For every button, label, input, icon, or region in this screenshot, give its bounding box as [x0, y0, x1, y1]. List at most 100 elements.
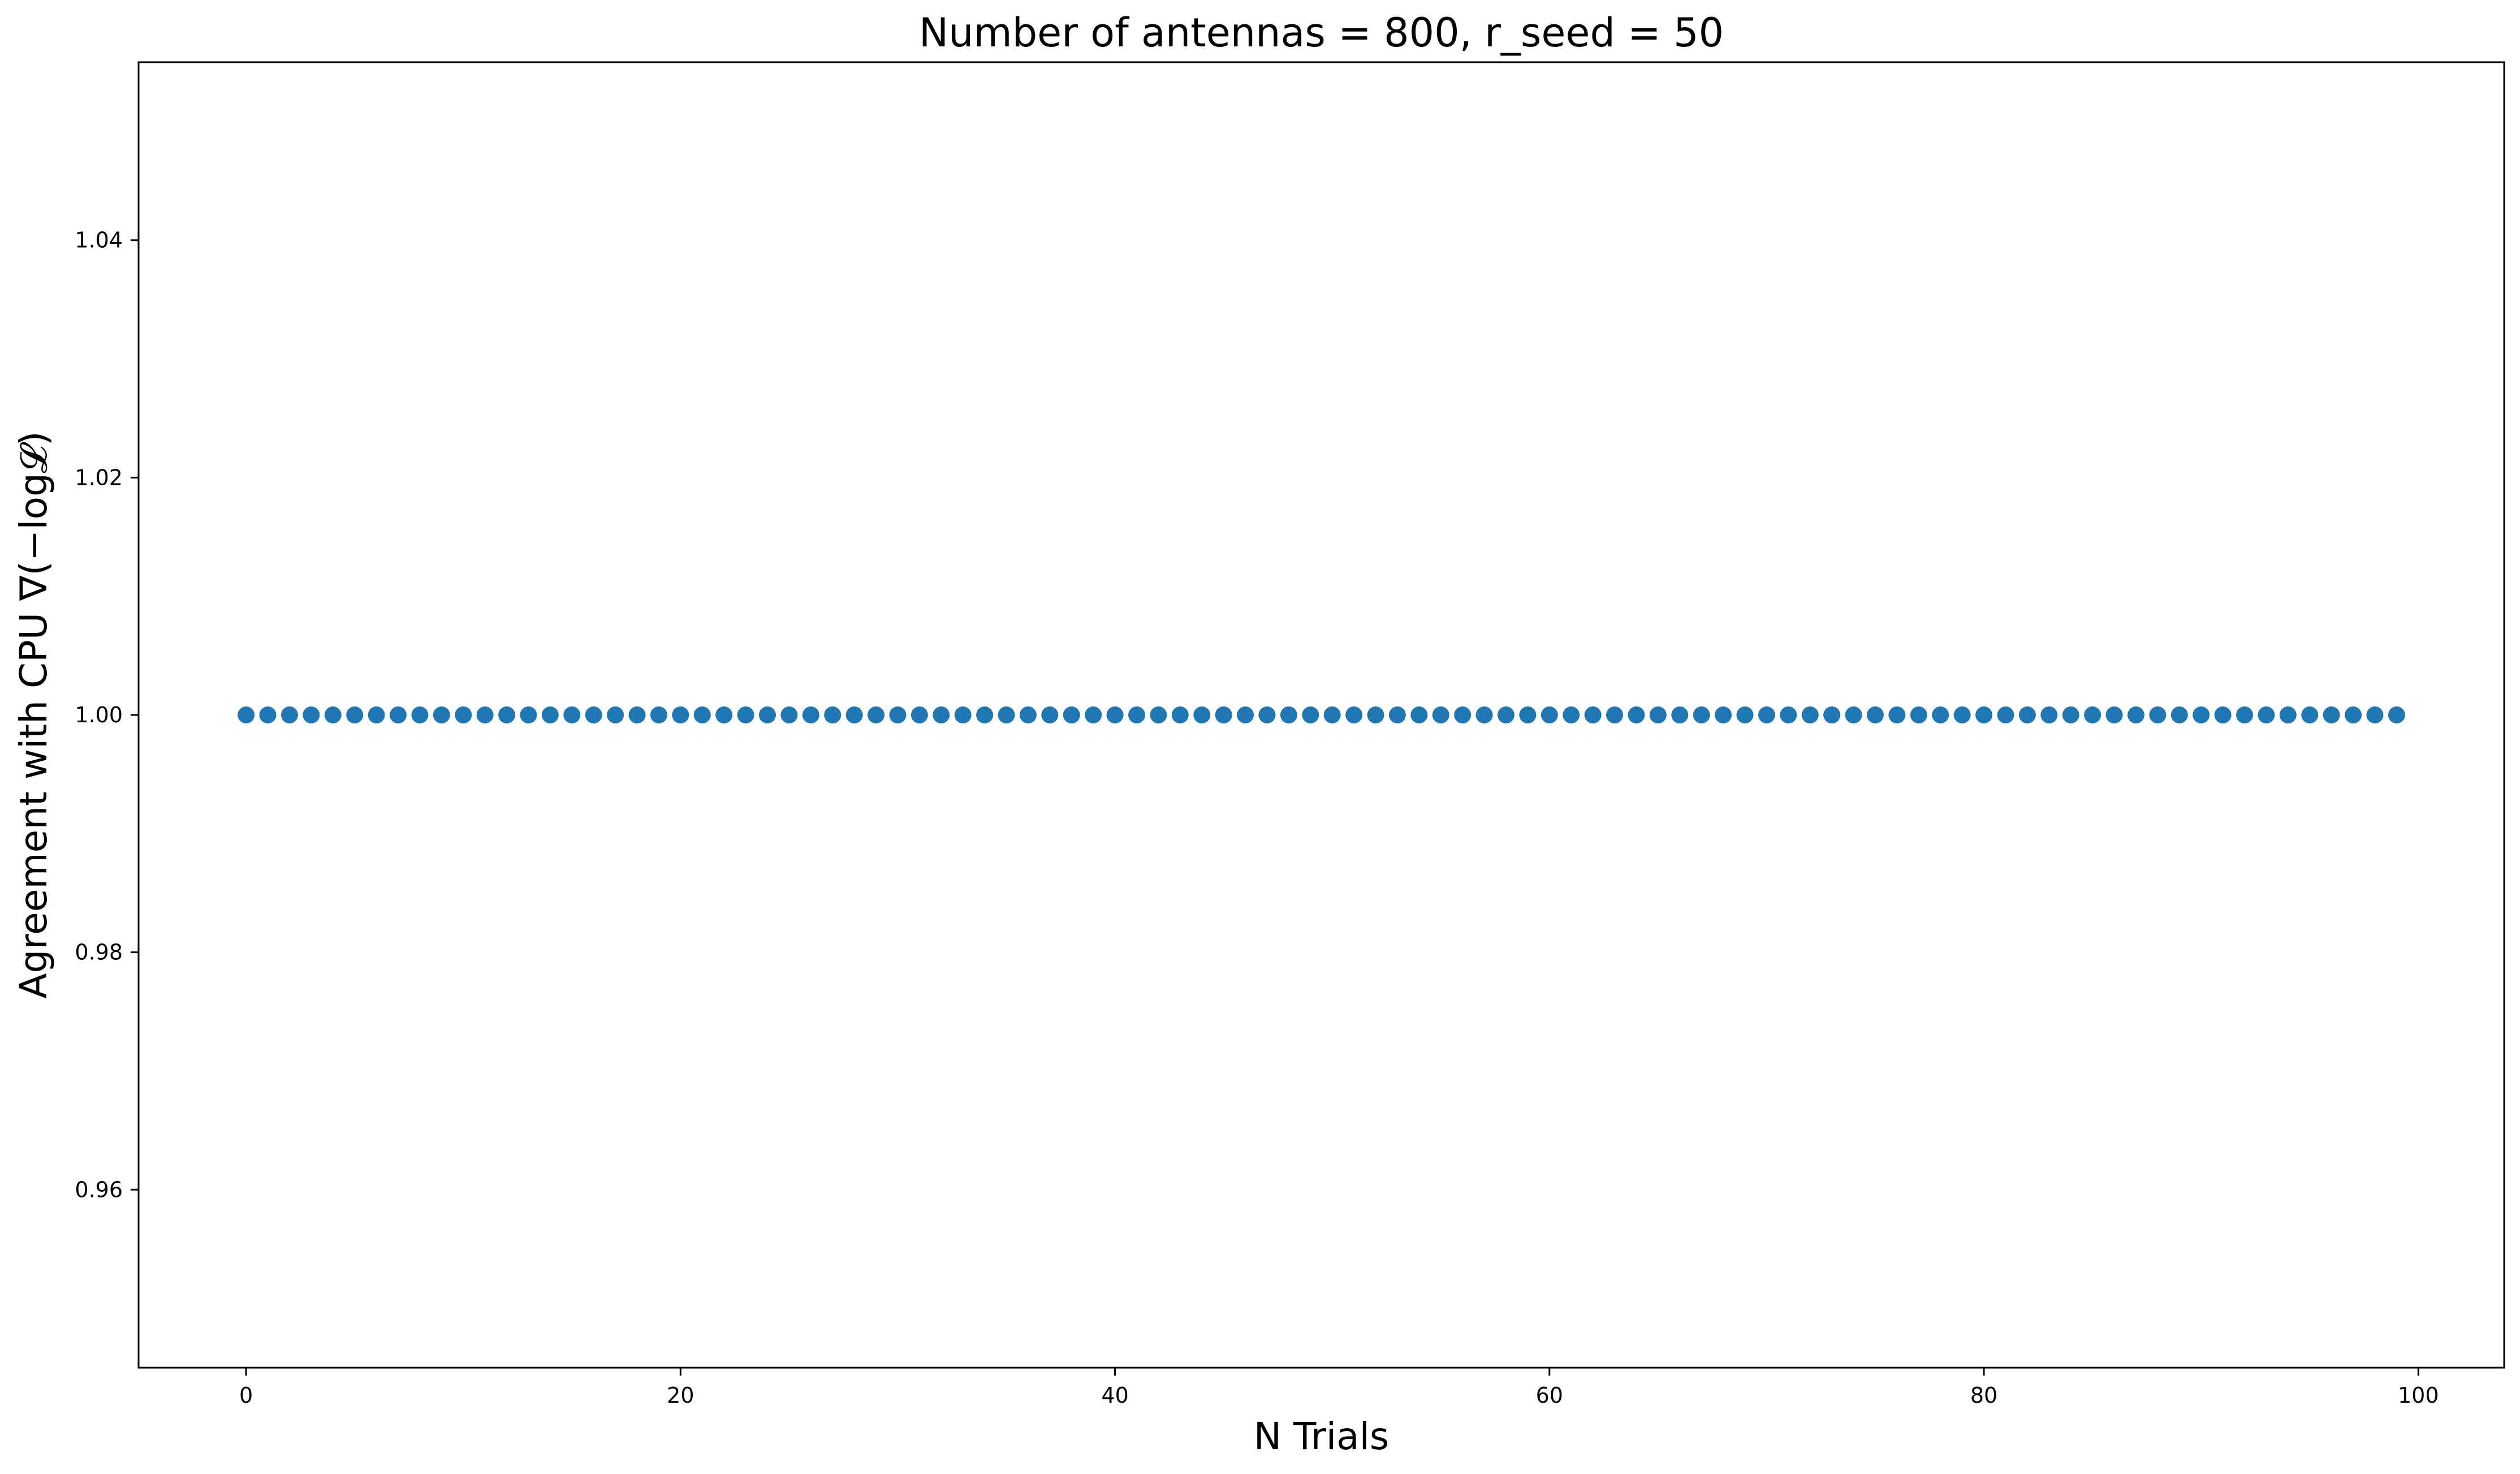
data-point	[2236, 706, 2253, 723]
data-point	[2149, 706, 2167, 723]
data-point	[1410, 706, 1428, 723]
data-point	[1519, 706, 1537, 723]
data-point	[1584, 706, 1602, 723]
data-point	[1932, 706, 1949, 723]
data-points	[238, 706, 2405, 723]
chart-title: Number of antennas = 800, r_seed = 50	[919, 10, 1724, 56]
y-tick-label: 1.02	[75, 465, 123, 490]
data-point	[303, 706, 320, 723]
x-tick-label: 40	[1101, 1383, 1128, 1408]
plot-area-frame	[137, 61, 2505, 1369]
data-point	[1193, 706, 1211, 723]
data-point	[1106, 706, 1124, 723]
data-point	[1302, 706, 1319, 723]
y-tick-label: 1.00	[75, 702, 123, 727]
data-point	[368, 706, 385, 723]
data-point	[281, 706, 298, 723]
data-point	[2301, 706, 2319, 723]
data-point	[1258, 706, 1276, 723]
data-point	[1454, 706, 1472, 723]
data-point	[1497, 706, 1514, 723]
data-point	[1866, 706, 1884, 723]
data-point	[1975, 706, 1993, 723]
data-point	[1715, 706, 1732, 723]
data-point	[433, 706, 450, 723]
data-point	[672, 706, 689, 723]
data-point	[1237, 706, 1254, 723]
data-point	[780, 706, 798, 723]
data-point	[346, 706, 364, 723]
data-point	[2040, 706, 2058, 723]
data-point	[1019, 706, 1037, 723]
data-point	[1953, 706, 1971, 723]
data-point	[2018, 706, 2036, 723]
x-tick-label: 80	[1970, 1383, 1997, 1408]
y-axis-ticks: 0.96 0.98 1.00 1.02 1.04	[75, 228, 139, 1202]
data-point	[1563, 706, 1580, 723]
data-point	[1063, 706, 1080, 723]
data-point	[1801, 706, 1819, 723]
data-point	[607, 706, 624, 723]
data-point	[1758, 706, 1775, 723]
data-point	[737, 706, 754, 723]
data-point	[628, 706, 646, 723]
y-axis-label: Agreement with CPU ∇(−log𝓛)	[12, 431, 55, 998]
data-point	[324, 706, 342, 723]
data-point	[845, 706, 863, 723]
data-point	[911, 706, 928, 723]
x-tick-label: 100	[2398, 1383, 2439, 1408]
data-point	[563, 706, 581, 723]
data-point	[2279, 706, 2297, 723]
data-point	[2366, 706, 2384, 723]
data-point	[2323, 706, 2340, 723]
data-point	[759, 706, 776, 723]
data-point	[1388, 706, 1406, 723]
data-point	[715, 706, 733, 723]
data-point	[238, 706, 255, 723]
data-point	[1171, 706, 1189, 723]
data-point	[1323, 706, 1341, 723]
y-tick-label: 0.98	[75, 940, 123, 965]
data-point	[1997, 706, 2014, 723]
data-point	[1845, 706, 1862, 723]
data-point	[1432, 706, 1449, 723]
data-point	[976, 706, 994, 723]
data-point	[1736, 706, 1754, 723]
data-point	[2127, 706, 2144, 723]
x-axis-ticks: 0 20 40 60 80 100	[239, 1368, 2439, 1408]
y-tick-label: 1.04	[75, 228, 123, 253]
data-point	[2214, 706, 2232, 723]
data-point	[2105, 706, 2123, 723]
data-point	[1628, 706, 1645, 723]
data-point	[1475, 706, 1493, 723]
data-point	[455, 706, 472, 723]
data-point	[2084, 706, 2102, 723]
data-point	[1345, 706, 1363, 723]
data-point	[520, 706, 537, 723]
data-point	[1128, 706, 1146, 723]
data-point	[1085, 706, 1102, 723]
data-point	[1780, 706, 1797, 723]
x-tick-label: 60	[1536, 1383, 1563, 1408]
data-point	[2345, 706, 2362, 723]
data-point	[693, 706, 711, 723]
x-tick-label: 20	[667, 1383, 694, 1408]
y-tick-label: 0.96	[75, 1177, 123, 1202]
data-point	[585, 706, 602, 723]
data-point	[1671, 706, 1689, 723]
data-point	[2193, 706, 2210, 723]
data-point	[1150, 706, 1167, 723]
data-point	[390, 706, 407, 723]
data-point	[259, 706, 277, 723]
data-point	[1041, 706, 1059, 723]
data-point	[2062, 706, 2079, 723]
data-point	[1693, 706, 1710, 723]
data-point	[1367, 706, 1384, 723]
data-point	[1910, 706, 1927, 723]
x-tick-label: 0	[239, 1383, 253, 1408]
data-point	[1280, 706, 1297, 723]
data-point	[933, 706, 950, 723]
data-point	[476, 706, 494, 723]
